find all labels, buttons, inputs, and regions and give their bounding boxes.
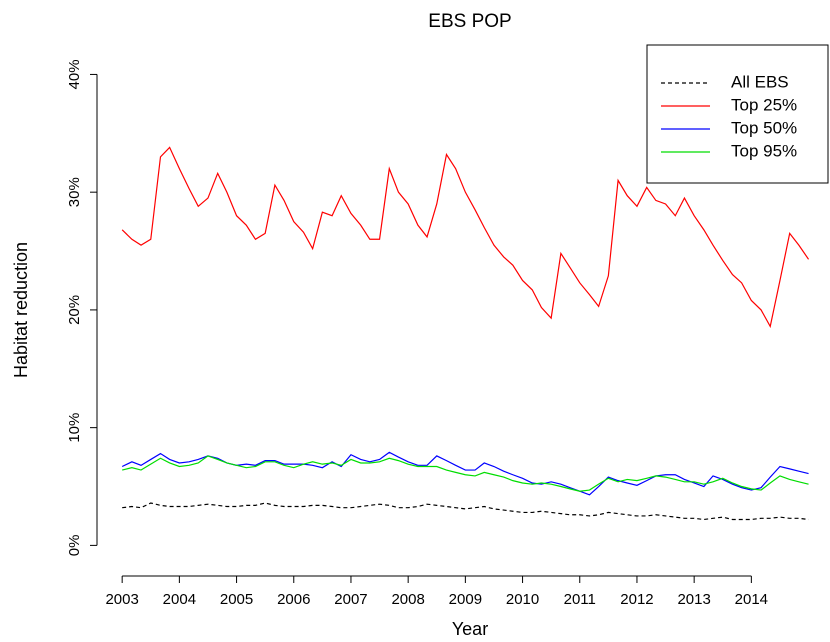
legend-label: Top 50%	[731, 118, 797, 137]
series-line	[122, 455, 809, 492]
y-tick-label: 40%	[66, 59, 83, 89]
series-line	[121, 146, 810, 329]
x-tick-label: 2012	[620, 591, 653, 608]
x-tick-label: 2008	[391, 591, 424, 608]
y-tick-label: 10%	[66, 413, 83, 443]
chart-title: EBS POP	[428, 11, 511, 32]
x-tick-label: 2009	[449, 591, 482, 608]
y-axis-label: Habitat reduction	[11, 242, 31, 378]
x-tick-label: 2006	[277, 591, 310, 608]
series-line	[121, 451, 809, 496]
x-tick-label: 2013	[677, 591, 710, 608]
x-tick-label: 2010	[506, 591, 539, 608]
y-tick-label: 30%	[66, 177, 83, 207]
x-axis-label: Year	[452, 619, 488, 639]
x-tick-label: 2005	[220, 591, 253, 608]
legend-label: Top 25%	[731, 95, 797, 114]
legend-label: Top 95%	[731, 141, 797, 160]
series-line	[122, 502, 809, 521]
x-tick-label: 2004	[163, 591, 196, 608]
x-tick-label: 2011	[564, 591, 596, 608]
legend-label: All EBS	[731, 72, 789, 91]
y-tick-label: 20%	[66, 295, 83, 325]
x-tick-label: 2003	[105, 591, 138, 608]
legend-box	[646, 44, 829, 184]
y-tick-label: 0%	[66, 535, 83, 557]
x-tick-label: 2014	[735, 591, 768, 608]
x-tick-label: 2007	[334, 591, 367, 608]
